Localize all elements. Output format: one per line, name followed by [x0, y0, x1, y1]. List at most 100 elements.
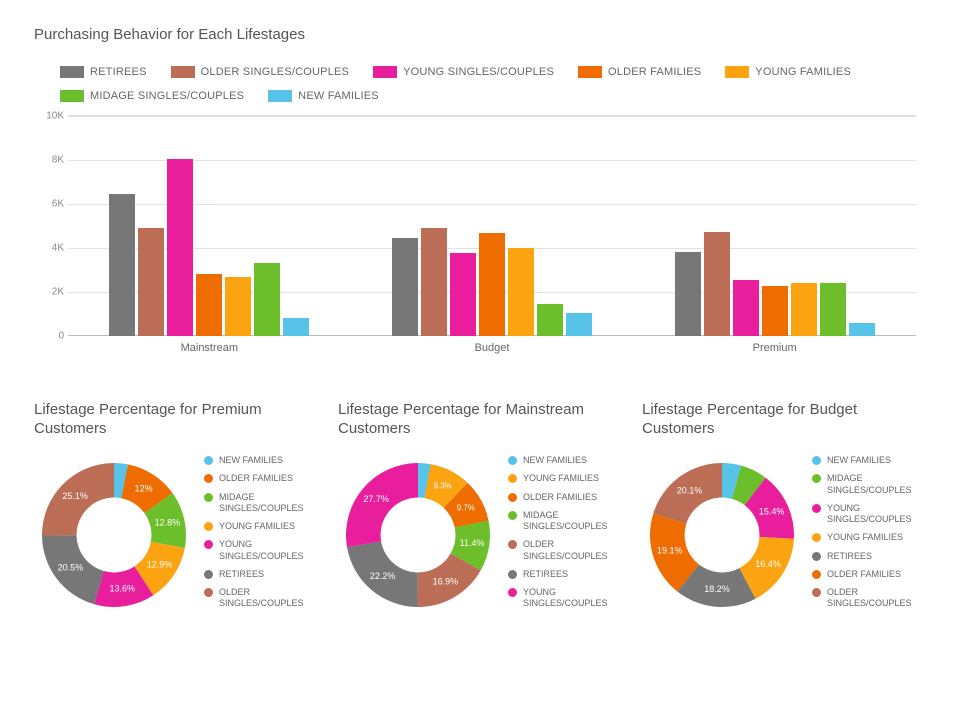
bar[interactable] — [109, 194, 135, 336]
legend-item[interactable]: RETIREES — [60, 61, 147, 83]
legend-dot-icon — [508, 540, 517, 549]
donut-legend-item[interactable]: NEW FAMILIES — [508, 455, 603, 466]
donut-slice-label: 20.5% — [58, 563, 84, 573]
donut-legend-item[interactable]: NEW FAMILIES — [204, 455, 299, 466]
donut-legend-item[interactable]: NEW FAMILIES — [812, 455, 907, 466]
legend-dot-icon — [812, 570, 821, 579]
bar[interactable] — [138, 228, 164, 336]
legend-swatch — [578, 66, 602, 78]
bar[interactable] — [762, 286, 788, 336]
bar[interactable] — [733, 280, 759, 336]
donut-legend-item[interactable]: OLDER SINGLES/COUPLES — [508, 539, 603, 562]
donut-legend-item[interactable]: MIDAGE SINGLES/COUPLES — [204, 492, 299, 515]
legend-swatch — [725, 66, 749, 78]
donut-legend-item[interactable]: YOUNG FAMILIES — [812, 532, 907, 543]
donut-legend-item[interactable]: OLDER SINGLES/COUPLES — [204, 587, 299, 610]
legend-label: YOUNG SINGLES/COUPLES — [403, 61, 554, 83]
legend-dot-icon — [508, 570, 517, 579]
legend-label: OLDER SINGLES/COUPLES — [201, 61, 349, 83]
donut-legend-item[interactable]: OLDER FAMILIES — [812, 569, 907, 580]
donut-title: Lifestage Percentage for Mainstream Cust… — [338, 401, 622, 439]
donut-slice-label: 27.7% — [363, 494, 389, 504]
donut-slice[interactable] — [346, 463, 418, 547]
donut-legend-label: YOUNG FAMILIES — [827, 532, 903, 543]
donut-legend-item[interactable]: MIDAGE SINGLES/COUPLES — [812, 473, 907, 496]
legend-item[interactable]: MIDAGE SINGLES/COUPLES — [60, 85, 244, 107]
legend-dot-icon — [812, 588, 821, 597]
bar[interactable] — [566, 313, 592, 336]
bar[interactable] — [283, 318, 309, 336]
donut-legend-item[interactable]: RETIREES — [812, 551, 907, 562]
donut-legend-item[interactable]: RETIREES — [204, 569, 299, 580]
legend-dot-icon — [508, 511, 517, 520]
donut-legend-item[interactable]: YOUNG FAMILIES — [508, 473, 603, 484]
legend-item[interactable]: NEW FAMILIES — [268, 85, 379, 107]
donut-legend-item[interactable]: YOUNG FAMILIES — [204, 521, 299, 532]
legend-item[interactable]: YOUNG SINGLES/COUPLES — [373, 61, 554, 83]
donut-legend-label: OLDER SINGLES/COUPLES — [827, 587, 907, 610]
donut-body: 12%12.8%12.9%13.6%20.5%25.1%NEW FAMILIES… — [34, 455, 318, 617]
legend-dot-icon — [812, 504, 821, 513]
donut-slice-label: 12% — [135, 483, 153, 493]
bar-group: Premium — [675, 232, 875, 336]
donut-title: Lifestage Percentage for Premium Custome… — [34, 401, 318, 439]
bar[interactable] — [704, 232, 730, 336]
donut-legend-item[interactable]: YOUNG SINGLES/COUPLES — [204, 539, 299, 562]
bar[interactable] — [675, 252, 701, 336]
donut-slice-label: 16.4% — [755, 559, 781, 569]
donut-slice-label: 22.2% — [370, 571, 396, 581]
legend-dot-icon — [204, 540, 213, 549]
bar[interactable] — [537, 304, 563, 336]
donut-row: Lifestage Percentage for Premium Custome… — [34, 401, 926, 617]
bar[interactable] — [791, 283, 817, 336]
legend-swatch — [373, 66, 397, 78]
donut-legend-label: OLDER FAMILIES — [523, 492, 597, 503]
donut-legend-item[interactable]: YOUNG SINGLES/COUPLES — [508, 587, 603, 610]
donut-slice-label: 15.4% — [759, 506, 785, 516]
donut-legend-item[interactable]: OLDER FAMILIES — [204, 473, 299, 484]
legend-label: YOUNG FAMILIES — [755, 61, 851, 83]
donut-legend-label: YOUNG SINGLES/COUPLES — [219, 539, 299, 562]
bar[interactable] — [196, 274, 222, 336]
bar[interactable] — [225, 277, 251, 336]
bar[interactable] — [450, 253, 476, 336]
donut-legend-label: NEW FAMILIES — [827, 455, 891, 466]
legend-item[interactable]: OLDER FAMILIES — [578, 61, 701, 83]
bar[interactable] — [167, 159, 193, 336]
donut-legend-item[interactable]: MIDAGE SINGLES/COUPLES — [508, 510, 603, 533]
legend-item[interactable]: OLDER SINGLES/COUPLES — [171, 61, 349, 83]
x-tick-label: Premium — [675, 342, 875, 354]
legend-dot-icon — [812, 533, 821, 542]
donut-legend-label: MIDAGE SINGLES/COUPLES — [523, 510, 603, 533]
donut-legend-item[interactable]: YOUNG SINGLES/COUPLES — [812, 503, 907, 526]
legend-item[interactable]: YOUNG FAMILIES — [725, 61, 851, 83]
bar[interactable] — [479, 233, 505, 336]
donut-legend-label: YOUNG FAMILIES — [219, 521, 295, 532]
bar[interactable] — [392, 238, 418, 336]
donut-slice-label: 9.3% — [434, 481, 452, 490]
legend-swatch — [60, 90, 84, 102]
donut-card: Lifestage Percentage for Mainstream Cust… — [338, 401, 622, 617]
legend-label: NEW FAMILIES — [298, 85, 379, 107]
donut-legend-item[interactable]: OLDER SINGLES/COUPLES — [812, 587, 907, 610]
donut-legend-item[interactable]: OLDER FAMILIES — [508, 492, 603, 503]
donut-legend: NEW FAMILIES YOUNG FAMILIES OLDER FAMILIES… — [508, 455, 603, 617]
donut-legend: NEW FAMILIES OLDER FAMILIES MIDAGE SINGLES… — [204, 455, 299, 617]
y-tick-label: 4K — [34, 243, 64, 254]
bar[interactable] — [508, 248, 534, 336]
donut-chart: 9.3%9.7%11.4%16.9%22.2%27.7% — [338, 455, 498, 615]
legend-label: MIDAGE SINGLES/COUPLES — [90, 85, 244, 107]
bar[interactable] — [421, 228, 447, 336]
x-tick-label: Mainstream — [109, 342, 309, 354]
donut-legend-item[interactable]: RETIREES — [508, 569, 603, 580]
legend-dot-icon — [508, 474, 517, 483]
donut-chart: 15.4%16.4%18.2%19.1%20.1% — [642, 455, 802, 615]
bar[interactable] — [820, 283, 846, 336]
donut-legend-label: YOUNG SINGLES/COUPLES — [523, 587, 603, 610]
donut-legend-label: MIDAGE SINGLES/COUPLES — [219, 492, 299, 515]
donut-legend-label: OLDER FAMILIES — [219, 473, 293, 484]
donut-slice-label: 12.8% — [155, 517, 181, 527]
bar[interactable] — [849, 323, 875, 336]
y-tick-label: 2K — [34, 287, 64, 298]
bar[interactable] — [254, 263, 280, 336]
